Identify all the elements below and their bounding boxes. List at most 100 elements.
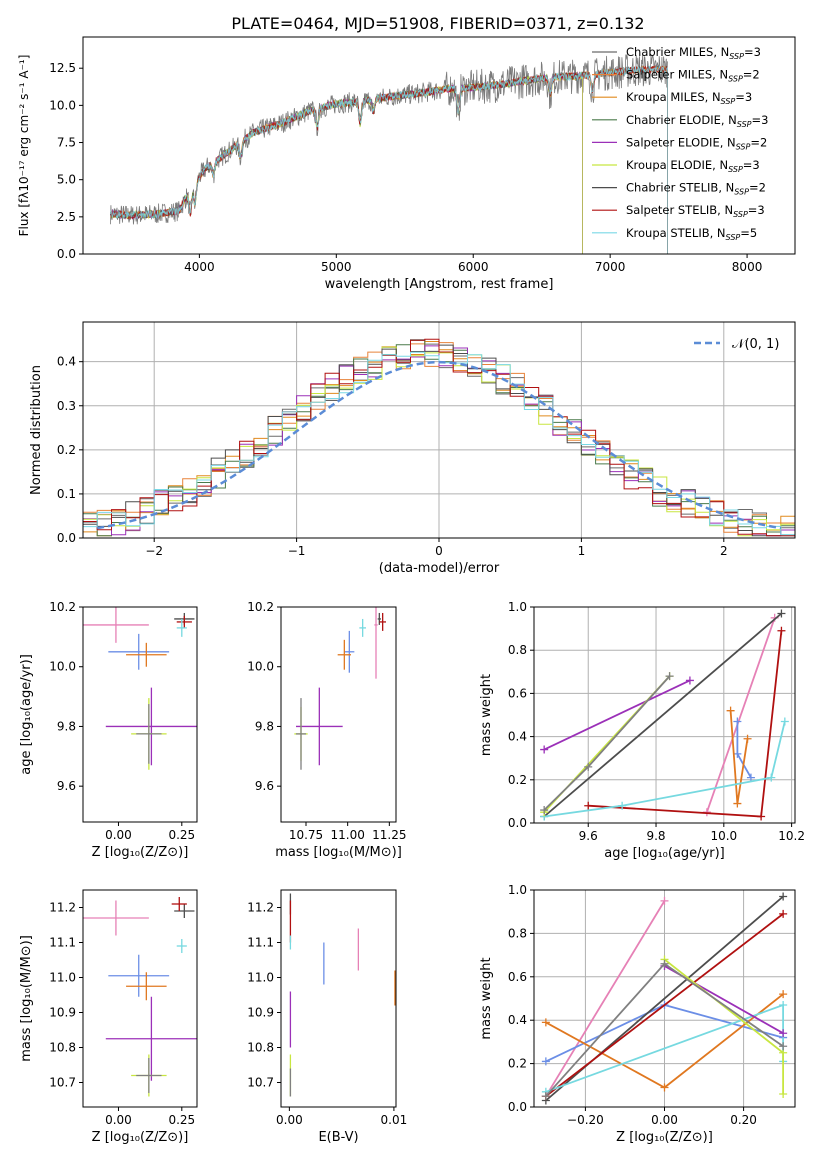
- model-spectrum-line: [110, 65, 668, 254]
- y-tick-label: 10.0: [247, 660, 274, 674]
- x-tick-label: 11.00: [330, 828, 364, 842]
- y-tick-label: 0.6: [508, 970, 527, 984]
- mass-weight-marker: [779, 990, 788, 999]
- mass-weight-marker: [746, 773, 755, 782]
- model-spectrum-line: [110, 72, 583, 254]
- y-tick-label: 9.6: [255, 779, 274, 793]
- x-axis-label: mass [log₁₀(M/M⊙)]: [275, 845, 402, 860]
- mass-weight-line: [544, 721, 786, 818]
- x-tick-label: 10.2: [778, 829, 805, 843]
- errorbar-point: [296, 698, 306, 770]
- mass-weight-marker: [660, 959, 669, 968]
- x-tick-label: 0.20: [730, 1113, 757, 1127]
- y-tick-label: 5.0: [57, 173, 76, 187]
- x-tick-label: 0.01: [381, 1113, 408, 1127]
- x-tick-label: 0: [435, 544, 443, 558]
- figure-title: PLATE=0464, MJD=51908, FIBERID=0371, z=0…: [231, 14, 644, 33]
- y-tick-label: 1.0: [508, 600, 527, 614]
- y-tick-label: 0.0: [57, 247, 76, 261]
- y-axis-label: mass weight: [479, 957, 494, 1039]
- errorbar-point: [176, 939, 187, 953]
- x-tick-label: 7000: [595, 260, 626, 274]
- y-tick-label: 11.1: [49, 936, 76, 950]
- y-tick-label: 2.5: [57, 210, 76, 224]
- x-tick-label: 10.75: [289, 828, 323, 842]
- residual-histogram-steps: [83, 338, 795, 537]
- mass-weight-marker: [726, 706, 735, 715]
- x-axis-label: Z [log₁₀(Z/Z⊙)]: [92, 1130, 189, 1145]
- errorbar-point: [337, 639, 351, 670]
- mass_vs_Z-frame: [82, 889, 198, 1108]
- mass-weight-marker: [660, 1083, 669, 1092]
- mass-weight-line: [706, 617, 776, 813]
- errorbar-point: [105, 996, 197, 1081]
- y-tick-label: 11.2: [49, 901, 76, 915]
- y-tick-label: 0.2: [508, 773, 527, 787]
- mass-weight-marker: [541, 1018, 550, 1027]
- y-tick-label: 10.2: [247, 600, 274, 614]
- legend-label: Chabrier ELODIE, NSSP=3: [626, 113, 768, 129]
- errorbar-point: [176, 615, 192, 628]
- y-tick-label: 0.1: [57, 487, 76, 501]
- weight_vs_Z-frame: [533, 889, 796, 1108]
- residuals-plot-area: [83, 338, 795, 537]
- errorbar-point: [83, 607, 149, 643]
- x-tick-label: −2: [145, 544, 163, 558]
- x-axis-label: Z [log₁₀(Z/Z⊙)]: [616, 1130, 713, 1145]
- mass-weight-marker: [767, 773, 776, 782]
- x-tick-label: −1: [288, 544, 306, 558]
- errorbar-point: [108, 633, 170, 670]
- y-tick-label: 10.9: [247, 1006, 274, 1020]
- mass-weight-marker: [779, 1029, 788, 1038]
- y-tick-label: 10.8: [49, 1041, 76, 1055]
- errorbar-point: [374, 607, 378, 679]
- errorbar-point: [344, 630, 355, 673]
- weight_vs_age-frame: [533, 606, 796, 824]
- y-tick-label: 9.6: [57, 779, 76, 793]
- x-tick-label: 0.00: [105, 1113, 132, 1127]
- residual-histogram-steps: [83, 344, 795, 537]
- mass-weight-line: [545, 913, 784, 1097]
- model-spectrum-line: [110, 71, 583, 254]
- mass-weight-marker: [584, 762, 593, 771]
- mass-weight-line: [545, 900, 666, 1097]
- mass-weight-marker: [540, 806, 549, 815]
- spectrum-plot-area: [110, 53, 668, 254]
- legend-label: Kroupa MILES, NSSP=3: [626, 90, 752, 106]
- y-tick-label: 0.8: [508, 926, 527, 940]
- spectrum-frame: [82, 36, 796, 255]
- y-tick-label: 0.2: [508, 1057, 527, 1071]
- mass-weight-line: [588, 630, 783, 818]
- x-tick-label: 0.25: [168, 1113, 195, 1127]
- x-tick-label: 1: [578, 544, 586, 558]
- legend-label: Salpeter STELIB, NSSP=3: [626, 203, 765, 219]
- legend-label: Kroupa STELIB, NSSP=5: [626, 226, 757, 242]
- mass-weight-marker: [541, 1092, 550, 1101]
- errorbar-point: [171, 897, 187, 911]
- y-tick-label: 10.8: [247, 1041, 274, 1055]
- y-tick-label: 11.0: [49, 971, 76, 985]
- y-tick-label: 0.3: [57, 399, 76, 413]
- legend-label: Chabrier MILES, NSSP=3: [626, 45, 761, 61]
- y-tick-label: 11.0: [247, 971, 274, 985]
- y-tick-label: 0.6: [508, 686, 527, 700]
- weight_vs_age-plot-area: [540, 609, 789, 821]
- legend-label: Salpeter ELODIE, NSSP=2: [626, 135, 767, 151]
- mass-weight-marker: [733, 717, 742, 726]
- mass-weight-marker: [618, 801, 627, 810]
- y-tick-label: 0.0: [508, 816, 527, 830]
- y-tick-label: 9.8: [57, 719, 76, 733]
- errorbar-point: [379, 612, 386, 631]
- x-tick-label: 8000: [732, 260, 763, 274]
- mass-weight-marker: [540, 745, 549, 754]
- mass-weight-line: [736, 721, 752, 779]
- y-tick-label: 10.2: [49, 600, 76, 614]
- y-axis-label: mass [log₁₀(M/M⊙)]: [19, 935, 34, 1062]
- mass-weight-marker: [733, 749, 742, 758]
- age_vs_Z-axes: [79, 606, 183, 826]
- x-axis-label: E(B-V): [318, 1130, 358, 1145]
- x-axis-label: age [log₁₀(age/yr)]: [604, 846, 725, 861]
- age_vs_Z-frame: [82, 606, 198, 823]
- mass-weight-marker: [777, 609, 786, 618]
- residual-histogram-steps: [83, 351, 795, 537]
